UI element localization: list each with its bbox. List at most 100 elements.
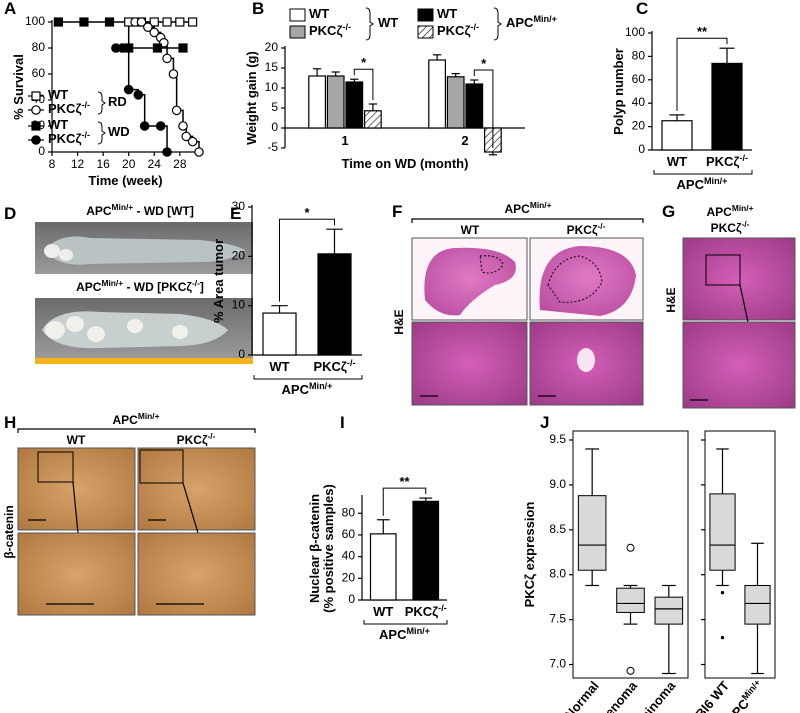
photo-caption: APCMin/+ - WD [PKCζ-/-] — [76, 278, 204, 294]
x-tick-label: Normal — [562, 678, 602, 713]
flier — [720, 590, 725, 595]
significance-label: * — [481, 56, 487, 71]
y-tick-label: 10 — [265, 80, 279, 94]
x-tick-label: 24 — [148, 157, 162, 171]
marker — [171, 105, 182, 116]
x-axis-label: Time on WD (month) — [342, 156, 469, 171]
x-tick-label: PKCζ-/- — [405, 603, 447, 619]
significance-label: ** — [697, 25, 708, 40]
y-tick-label: 40 — [342, 549, 356, 563]
x-tick-label: 12 — [71, 157, 85, 171]
photo-caption: APCMin/+ - WD [WT] — [86, 202, 194, 218]
legend-brace — [365, 7, 374, 41]
marker — [133, 90, 144, 100]
legend-label: WT — [309, 6, 329, 21]
bar — [345, 81, 364, 129]
legend-brace — [97, 121, 106, 145]
zoom-line — [182, 482, 199, 534]
legend-label: PKCζ-/- — [309, 22, 351, 38]
group-label: APCMin/+ — [113, 411, 160, 427]
x-tick-label: WT — [373, 604, 393, 619]
y-tick-label: 7.0 — [549, 657, 566, 671]
marker — [181, 131, 192, 142]
marker — [188, 17, 198, 27]
group-label: APCMin/+ — [282, 381, 333, 397]
y-tick-label: 5 — [271, 100, 278, 114]
y-tick-label: 40 — [632, 95, 646, 109]
polyp — [45, 321, 65, 339]
marker — [162, 147, 172, 157]
bar — [326, 75, 345, 129]
legend-swatch — [289, 25, 306, 39]
zoom-box — [705, 254, 741, 286]
panel-letter: J — [540, 413, 549, 432]
x-tick-label: 1 — [341, 133, 348, 148]
y-tick-label: 0 — [238, 347, 245, 361]
zoom-box — [37, 451, 74, 483]
marker — [123, 84, 134, 95]
tissue — [424, 247, 516, 316]
group-bracket — [363, 620, 448, 625]
column-label: WT — [461, 223, 480, 237]
polyp — [66, 316, 84, 332]
y-tick-label: 0 — [638, 142, 645, 156]
flier — [626, 666, 635, 675]
panel-letter: C — [636, 0, 648, 18]
y-tick-label: 0 — [38, 144, 45, 158]
y-tick-label: 80 — [632, 49, 646, 63]
marker — [31, 105, 41, 115]
bar — [308, 75, 326, 129]
photo — [682, 237, 796, 321]
marker — [162, 17, 172, 27]
x-tick-label: PKCζ-/- — [706, 153, 748, 169]
stain-label: H&E — [392, 309, 406, 334]
marker — [31, 135, 41, 145]
y-tick-label: 100 — [25, 14, 45, 28]
x-tick-label: C57/Bl6 WT — [675, 678, 732, 713]
significance-label: * — [304, 206, 310, 221]
marker — [149, 17, 159, 27]
group-label: APCMin/+ — [707, 203, 754, 219]
polyp — [87, 326, 105, 342]
x-tick-label: 28 — [173, 157, 187, 171]
x-tick-label: 20 — [122, 157, 136, 171]
y-tick-label: 80 — [342, 505, 356, 519]
x-tick-label: WT — [667, 154, 687, 169]
marker — [149, 27, 160, 38]
panel-letter: G — [662, 202, 675, 221]
legend-label: WT — [437, 6, 457, 21]
x-tick-label: 2 — [461, 133, 468, 148]
x-tick-label: Adenoma — [591, 678, 641, 713]
significance-bracket — [676, 37, 728, 111]
y-tick-label: 7.5 — [549, 612, 566, 626]
box — [709, 493, 736, 571]
panel-letter: B — [252, 0, 264, 18]
zoom-line — [72, 481, 79, 534]
marker — [143, 22, 153, 32]
marker — [139, 121, 150, 131]
marker — [152, 43, 163, 53]
significance-label: * — [361, 56, 367, 71]
column-label: WT — [67, 433, 86, 447]
group-bracket — [253, 375, 363, 380]
group-bracket — [411, 218, 644, 223]
legend-group-label: APCMin/+ — [506, 14, 557, 30]
polyp — [44, 244, 60, 258]
y-tick-label: 60 — [342, 527, 356, 541]
significance-label: ** — [399, 475, 410, 490]
polyp — [59, 249, 73, 261]
marker — [31, 91, 41, 101]
marker — [117, 43, 128, 53]
y-tick-label: 9.5 — [549, 432, 566, 446]
polyp — [172, 325, 188, 339]
y-tick-label: 15 — [265, 60, 279, 74]
box — [577, 495, 607, 571]
y-axis-label: % Area tumor — [211, 239, 226, 323]
y-tick-label: 100 — [625, 25, 645, 39]
marker — [79, 17, 89, 27]
group-label: APCMin/+ — [505, 200, 552, 216]
y-tick-label: -5 — [267, 140, 278, 154]
panel-letter: H — [4, 413, 16, 432]
y-tick-label: 9.0 — [549, 477, 566, 491]
photo — [137, 447, 256, 531]
